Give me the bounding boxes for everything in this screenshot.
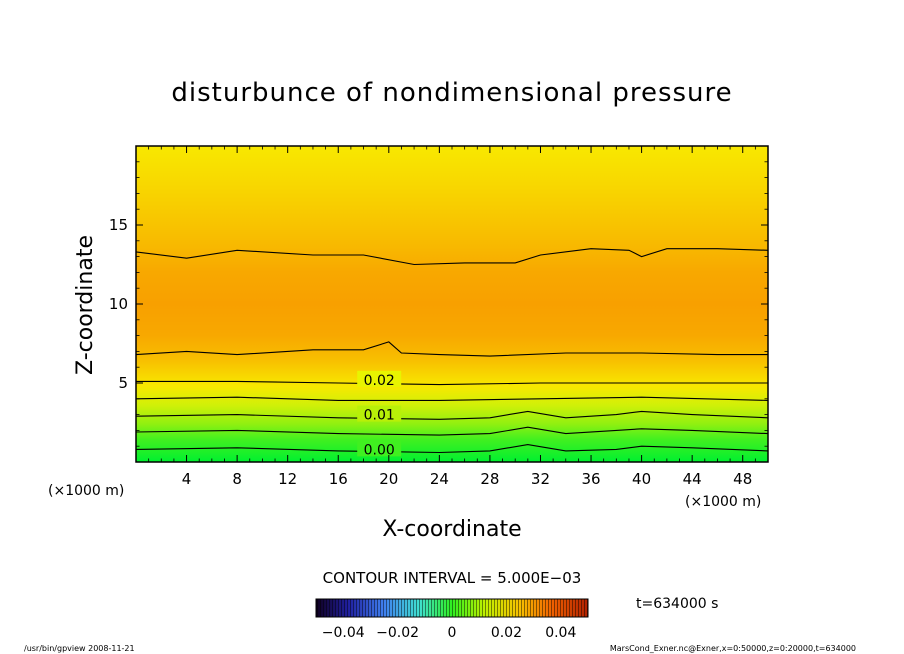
contour-line-1 bbox=[136, 426, 768, 436]
footer-left: /usr/bin/gpview 2008-11-21 bbox=[24, 644, 135, 653]
colorbar: −0.04 −0.02 0 0.02 0.04 bbox=[315, 598, 589, 641]
x-tick-label-1: 8 bbox=[232, 470, 242, 488]
x-axis-label: X-coordinate bbox=[382, 517, 521, 542]
y-tick-label-0: 5 bbox=[118, 374, 128, 392]
contour-line-5 bbox=[136, 341, 768, 357]
x-tick-label-3: 16 bbox=[329, 470, 348, 488]
y-axis-label: Z-coordinate bbox=[73, 235, 98, 375]
contour-label-bg-2 bbox=[357, 440, 402, 457]
footer-right: MarsCond_Exner.nc@Exner,x=0:50000,z=0:20… bbox=[610, 644, 856, 653]
chart-title: disturbunce of nondimensional pressure bbox=[171, 78, 732, 108]
x-tick-label-9: 40 bbox=[632, 470, 651, 488]
x-tick-label-11: 48 bbox=[733, 470, 752, 488]
contour-lines bbox=[136, 248, 768, 454]
x-unit-right: (×1000 m) bbox=[685, 494, 761, 510]
x-unit-left: (×1000 m) bbox=[48, 483, 124, 499]
contour-label-bg-0 bbox=[357, 370, 402, 387]
colorbar-tick-label-0: −0.04 bbox=[322, 625, 365, 641]
colorbar-tick-label-4: 0.04 bbox=[545, 625, 576, 641]
contour-line-6 bbox=[136, 248, 768, 266]
colorbar-tick-label-2: 0 bbox=[448, 625, 457, 641]
x-tick-label-6: 28 bbox=[480, 470, 499, 488]
y-tick-label-2: 15 bbox=[109, 216, 128, 234]
contour-line-3 bbox=[136, 396, 768, 401]
x-tick-label-4: 20 bbox=[379, 470, 398, 488]
contour-interval-label: CONTOUR INTERVAL = 5.000E−03 bbox=[323, 569, 582, 587]
contour-labels: 0.02 0.01 0.00 bbox=[357, 370, 402, 458]
plot-background bbox=[136, 146, 768, 462]
x-axis-ticks: 4 8 12 16 20 24 28 32 36 40 44 48 bbox=[148, 146, 756, 488]
y-axis-ticks: 5 10 15 bbox=[109, 161, 768, 447]
contour-label-0: 0.02 bbox=[364, 373, 395, 389]
x-tick-label-0: 4 bbox=[182, 470, 192, 488]
time-label: t=634000 s bbox=[636, 596, 718, 612]
colorbar-tick-label-3: 0.02 bbox=[491, 625, 522, 641]
colorbar-tick-label-1: −0.02 bbox=[376, 625, 419, 641]
x-tick-label-2: 12 bbox=[278, 470, 297, 488]
x-tick-label-10: 44 bbox=[683, 470, 702, 488]
x-tick-label-7: 32 bbox=[531, 470, 550, 488]
x-tick-label-5: 24 bbox=[430, 470, 449, 488]
contour-label-bg-1 bbox=[357, 405, 402, 422]
plot-area: 0.020.010.00 4 8 12 16 20 24 28 32 36 40 44 48 5101… bbox=[109, 145, 769, 488]
x-tick-label-8: 36 bbox=[581, 470, 600, 488]
contour-label-1: 0.01 bbox=[364, 408, 395, 424]
y-tick-label-1: 10 bbox=[109, 295, 128, 313]
contour-line-2 bbox=[136, 410, 768, 420]
contour-line-4 bbox=[136, 380, 768, 386]
colorbar-frame bbox=[315, 598, 589, 618]
contour-line-0 bbox=[136, 444, 768, 454]
colorbar-stripes bbox=[316, 599, 588, 617]
contour-label-2: 0.00 bbox=[364, 442, 395, 458]
colorbar-ticks: −0.04 −0.02 0 0.02 0.04 bbox=[322, 625, 577, 641]
